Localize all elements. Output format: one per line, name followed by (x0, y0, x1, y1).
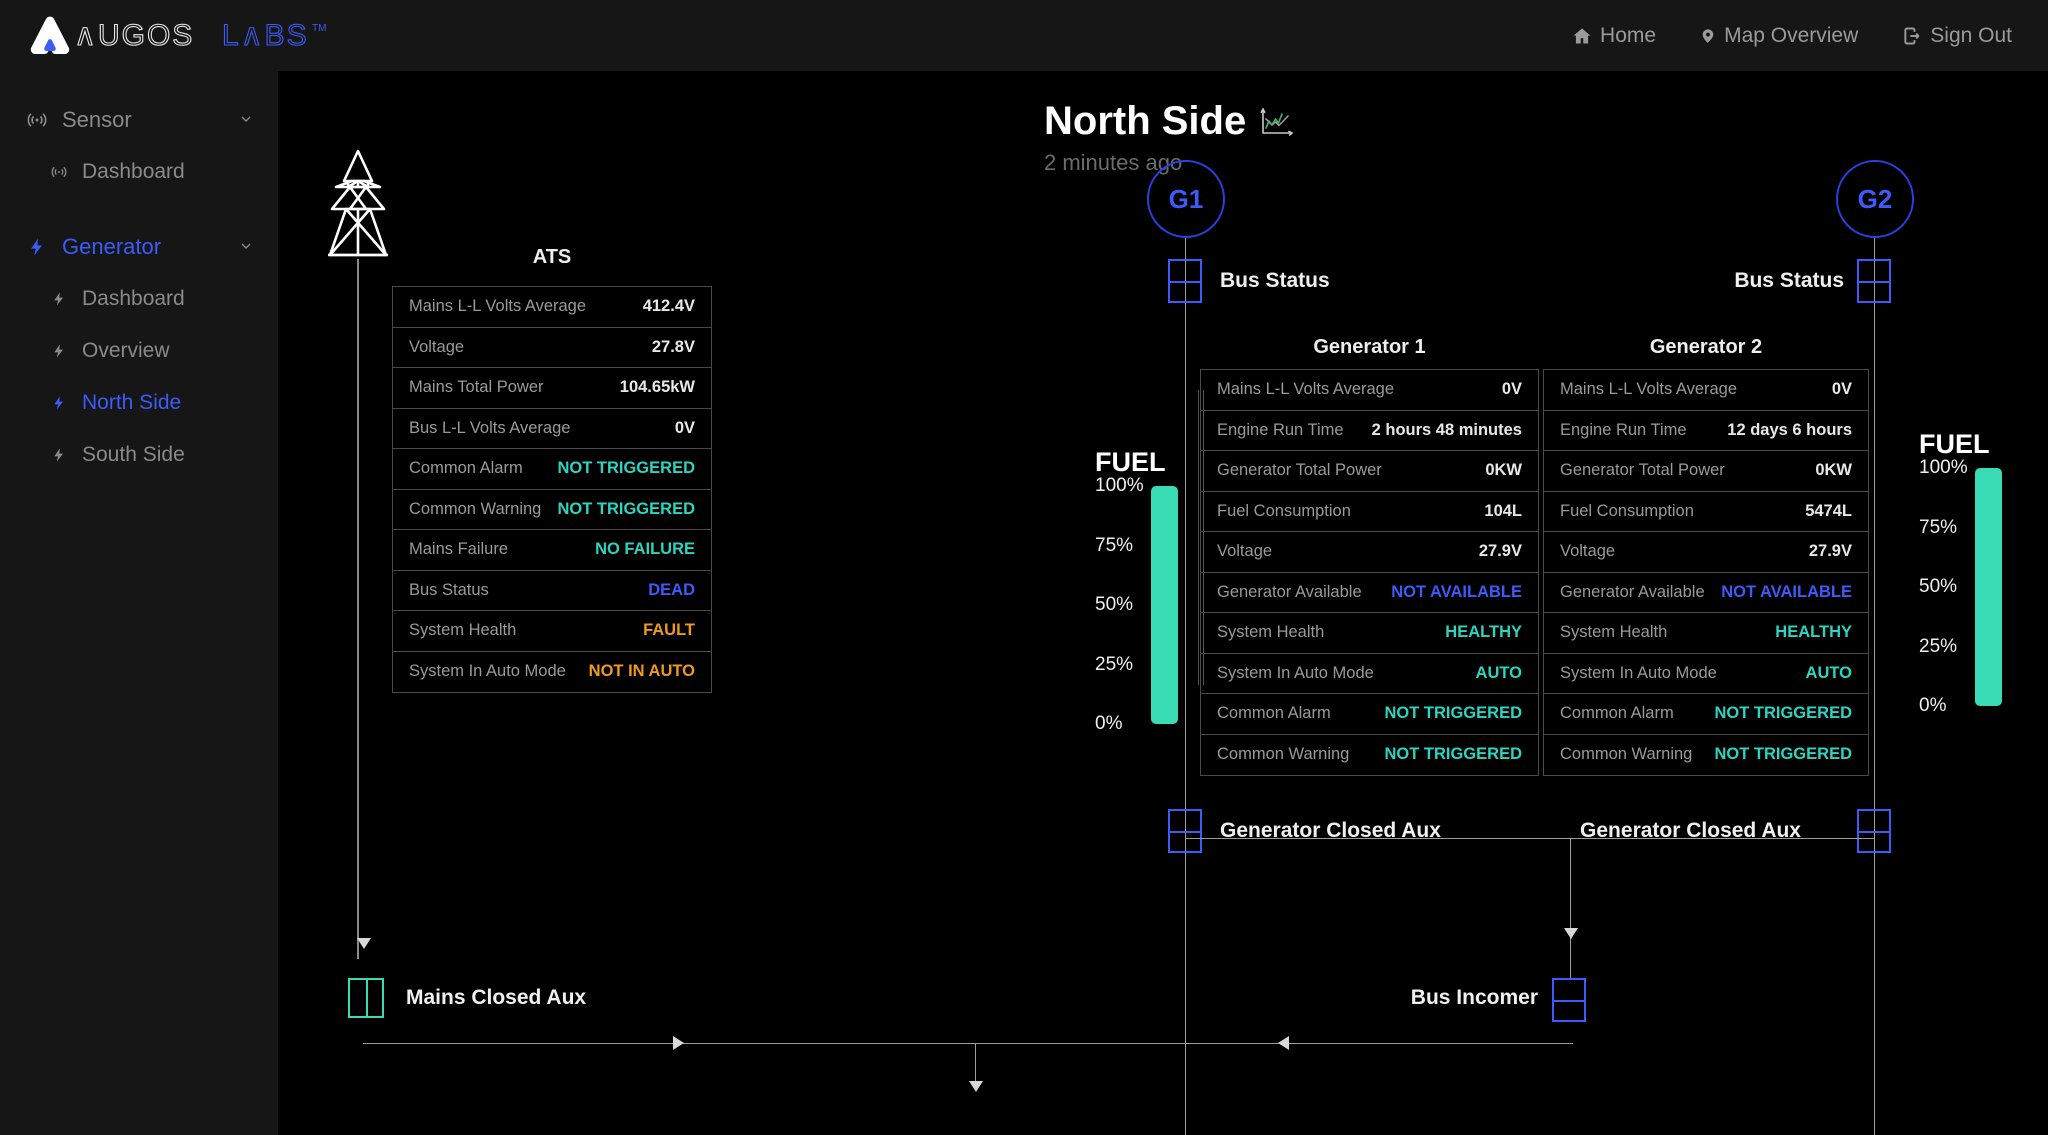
svg-text:L∧BS: L∧BS (222, 19, 309, 52)
svg-text:∧UGOS: ∧UGOS (74, 19, 194, 52)
svg-text:TM: TM (312, 23, 326, 34)
